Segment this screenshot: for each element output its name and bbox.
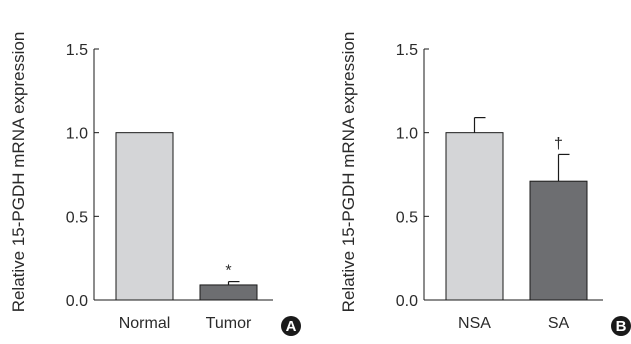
significance-marker: *: [225, 263, 231, 280]
bar-tumor: [199, 284, 258, 301]
x-tick-label: SA: [548, 315, 570, 332]
y-tick-label: 1.5: [396, 42, 418, 59]
y-tick-label: 0.0: [66, 293, 88, 310]
x-tick-label: Normal: [119, 315, 171, 332]
y-tick-label: 1.0: [66, 126, 88, 143]
y-tick-label: 1.5: [66, 42, 88, 59]
chart-panel-b: NSA † SA 0.0 0.5 1.0 1.5 Relative 15-PGDH mRNA …: [339, 32, 631, 336]
panel-badge: [281, 316, 301, 336]
y-tick-label: 0.5: [396, 209, 418, 226]
bar-normal: [115, 132, 174, 301]
x-tick-label: NSA: [458, 315, 491, 332]
panel-badge: [611, 316, 631, 336]
y-axis-label: Relative 15-PGDH mRNA expression: [9, 32, 28, 313]
y-tick-label: 0.5: [66, 209, 88, 226]
y-tick-label: 1.0: [396, 126, 418, 143]
panel-letter: A: [286, 318, 297, 335]
bar-nsa: [445, 132, 504, 301]
bar-sa: [529, 180, 588, 301]
x-tick-label: Tumor: [206, 315, 252, 332]
chart-panel-a: Normal * Tumor 0.0 0.5 1.0 1.5 Relative 15-PGDH…: [9, 32, 301, 336]
significance-marker: †: [554, 135, 563, 152]
y-axis-label: Relative 15-PGDH mRNA expression: [339, 32, 358, 313]
panel-letter: B: [616, 318, 627, 335]
y-tick-label: 0.0: [396, 293, 418, 310]
